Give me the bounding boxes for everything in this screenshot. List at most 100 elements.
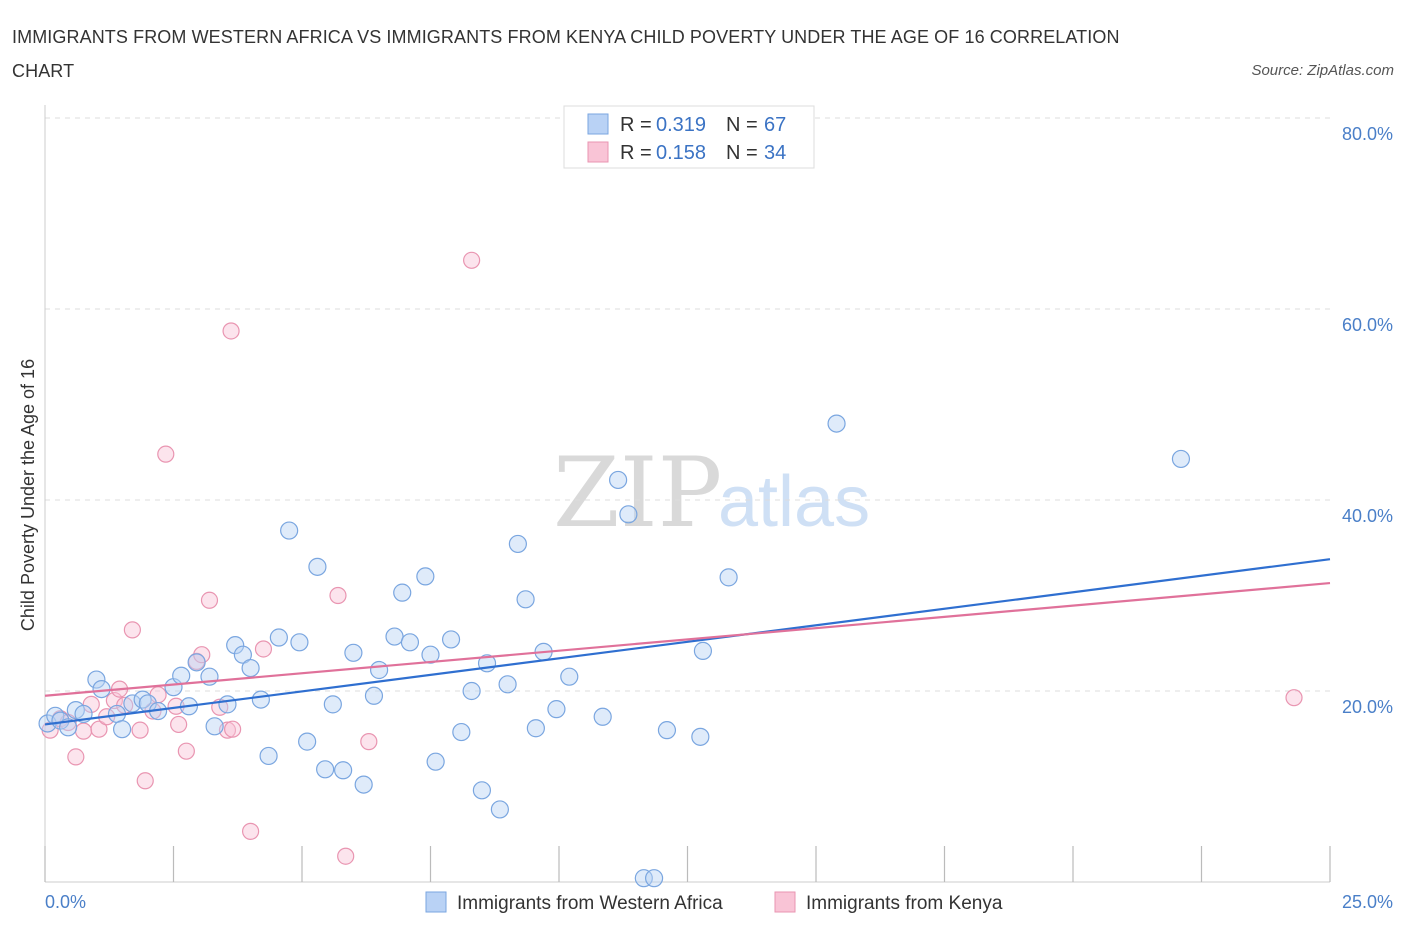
data-point xyxy=(463,251,481,269)
data-point xyxy=(123,694,142,713)
x-tick-label-max: 25.0% xyxy=(1342,892,1393,912)
data-point xyxy=(241,658,260,678)
data-point xyxy=(334,761,353,780)
legend-n-label-blue: N = xyxy=(726,114,758,136)
data-point xyxy=(526,719,545,738)
y-tick-label: 40.0% xyxy=(1342,506,1393,526)
data-point xyxy=(323,695,342,714)
data-point xyxy=(316,760,335,779)
data-point xyxy=(242,822,260,840)
data-point xyxy=(719,568,738,587)
data-point xyxy=(693,641,713,660)
bottom-legend-swatch-pink xyxy=(774,891,796,913)
watermark-atlas: atlas xyxy=(718,462,870,542)
data-point xyxy=(400,633,420,652)
legend-swatch-blue xyxy=(587,113,609,135)
legend-r-label-pink: R = xyxy=(620,142,652,164)
data-point xyxy=(92,679,111,699)
data-point xyxy=(827,414,846,433)
data-point xyxy=(226,636,245,655)
data-point xyxy=(370,660,389,680)
data-point xyxy=(462,681,481,701)
data-point xyxy=(218,695,237,714)
trend-line xyxy=(44,581,1331,697)
series-kenya-points xyxy=(41,251,1303,865)
data-point xyxy=(337,847,355,865)
data-point xyxy=(354,775,373,794)
data-point xyxy=(472,781,491,800)
legend-n-value-blue: 67 xyxy=(764,114,786,136)
bottom-legend-swatch-blue xyxy=(425,891,447,913)
legend-n-value-pink: 34 xyxy=(764,142,786,164)
bottom-legend: Immigrants from Western Africa Immigrant… xyxy=(425,891,1003,914)
data-point xyxy=(426,752,445,771)
data-point xyxy=(298,732,317,751)
data-point xyxy=(280,521,299,540)
bottom-legend-label-western-africa: Immigrants from Western Africa xyxy=(457,893,723,914)
data-point xyxy=(498,675,517,694)
data-point xyxy=(691,727,710,746)
data-point xyxy=(82,695,100,713)
data-point xyxy=(421,645,440,664)
data-point xyxy=(1171,449,1191,469)
data-point xyxy=(90,720,108,738)
data-point xyxy=(177,742,195,760)
data-point xyxy=(123,621,141,639)
watermark-zip: ZIP xyxy=(553,437,722,549)
data-point xyxy=(364,686,384,705)
legend-n-label-pink: N = xyxy=(726,142,758,164)
grid-lines xyxy=(45,117,1330,692)
y-tick-labels: 20.0% 40.0% 60.0% 80.0% xyxy=(1342,124,1393,717)
data-point xyxy=(593,707,612,726)
y-axis-label: Child Poverty Under the Age of 16 xyxy=(18,359,38,631)
trend-lines xyxy=(44,558,1331,726)
chart-title: IMMIGRANTS FROM WESTERN AFRICA VS IMMIGR… xyxy=(12,27,1120,81)
legend-r-value-blue: 0.319 xyxy=(656,114,706,136)
data-point xyxy=(67,748,85,766)
data-point xyxy=(308,557,327,576)
data-point xyxy=(172,666,191,685)
data-point xyxy=(170,715,188,734)
data-point xyxy=(187,653,206,672)
data-point xyxy=(205,717,224,736)
data-point xyxy=(560,667,579,686)
legend-r-value-pink: 0.158 xyxy=(656,142,706,164)
data-point xyxy=(393,583,412,602)
data-point xyxy=(516,590,535,609)
x-ticks xyxy=(44,846,1331,882)
data-point xyxy=(290,633,309,652)
data-point xyxy=(644,869,664,888)
data-point xyxy=(136,772,154,790)
data-point xyxy=(254,640,273,658)
data-point xyxy=(112,720,132,739)
data-point xyxy=(508,534,527,554)
bottom-legend-label-kenya: Immigrants from Kenya xyxy=(806,893,1003,914)
legend-r-label-blue: R = xyxy=(620,114,652,136)
data-point xyxy=(157,445,175,463)
data-point xyxy=(344,643,363,662)
data-point xyxy=(657,721,677,740)
data-point xyxy=(87,670,106,689)
data-point xyxy=(490,800,509,819)
data-point xyxy=(452,722,471,742)
data-point xyxy=(441,630,461,649)
series-western-africa-points xyxy=(38,414,1191,888)
x-tick-label-min: 0.0% xyxy=(45,892,86,912)
data-point xyxy=(329,586,347,605)
data-point xyxy=(1285,689,1303,707)
data-point xyxy=(609,470,628,490)
data-point xyxy=(385,627,404,646)
data-point xyxy=(259,746,278,766)
data-point xyxy=(131,721,149,739)
legend-swatch-pink xyxy=(587,141,609,163)
data-point xyxy=(200,591,219,609)
legend-box: R = 0.319 N = 67 R = 0.158 N = 34 xyxy=(563,105,815,169)
chart-source: Source: ZipAtlas.com xyxy=(1251,62,1394,79)
data-point xyxy=(269,628,288,647)
y-tick-label: 60.0% xyxy=(1342,315,1393,335)
data-point xyxy=(233,645,252,664)
data-point xyxy=(222,322,240,340)
data-point xyxy=(224,720,242,738)
data-point xyxy=(416,567,435,586)
